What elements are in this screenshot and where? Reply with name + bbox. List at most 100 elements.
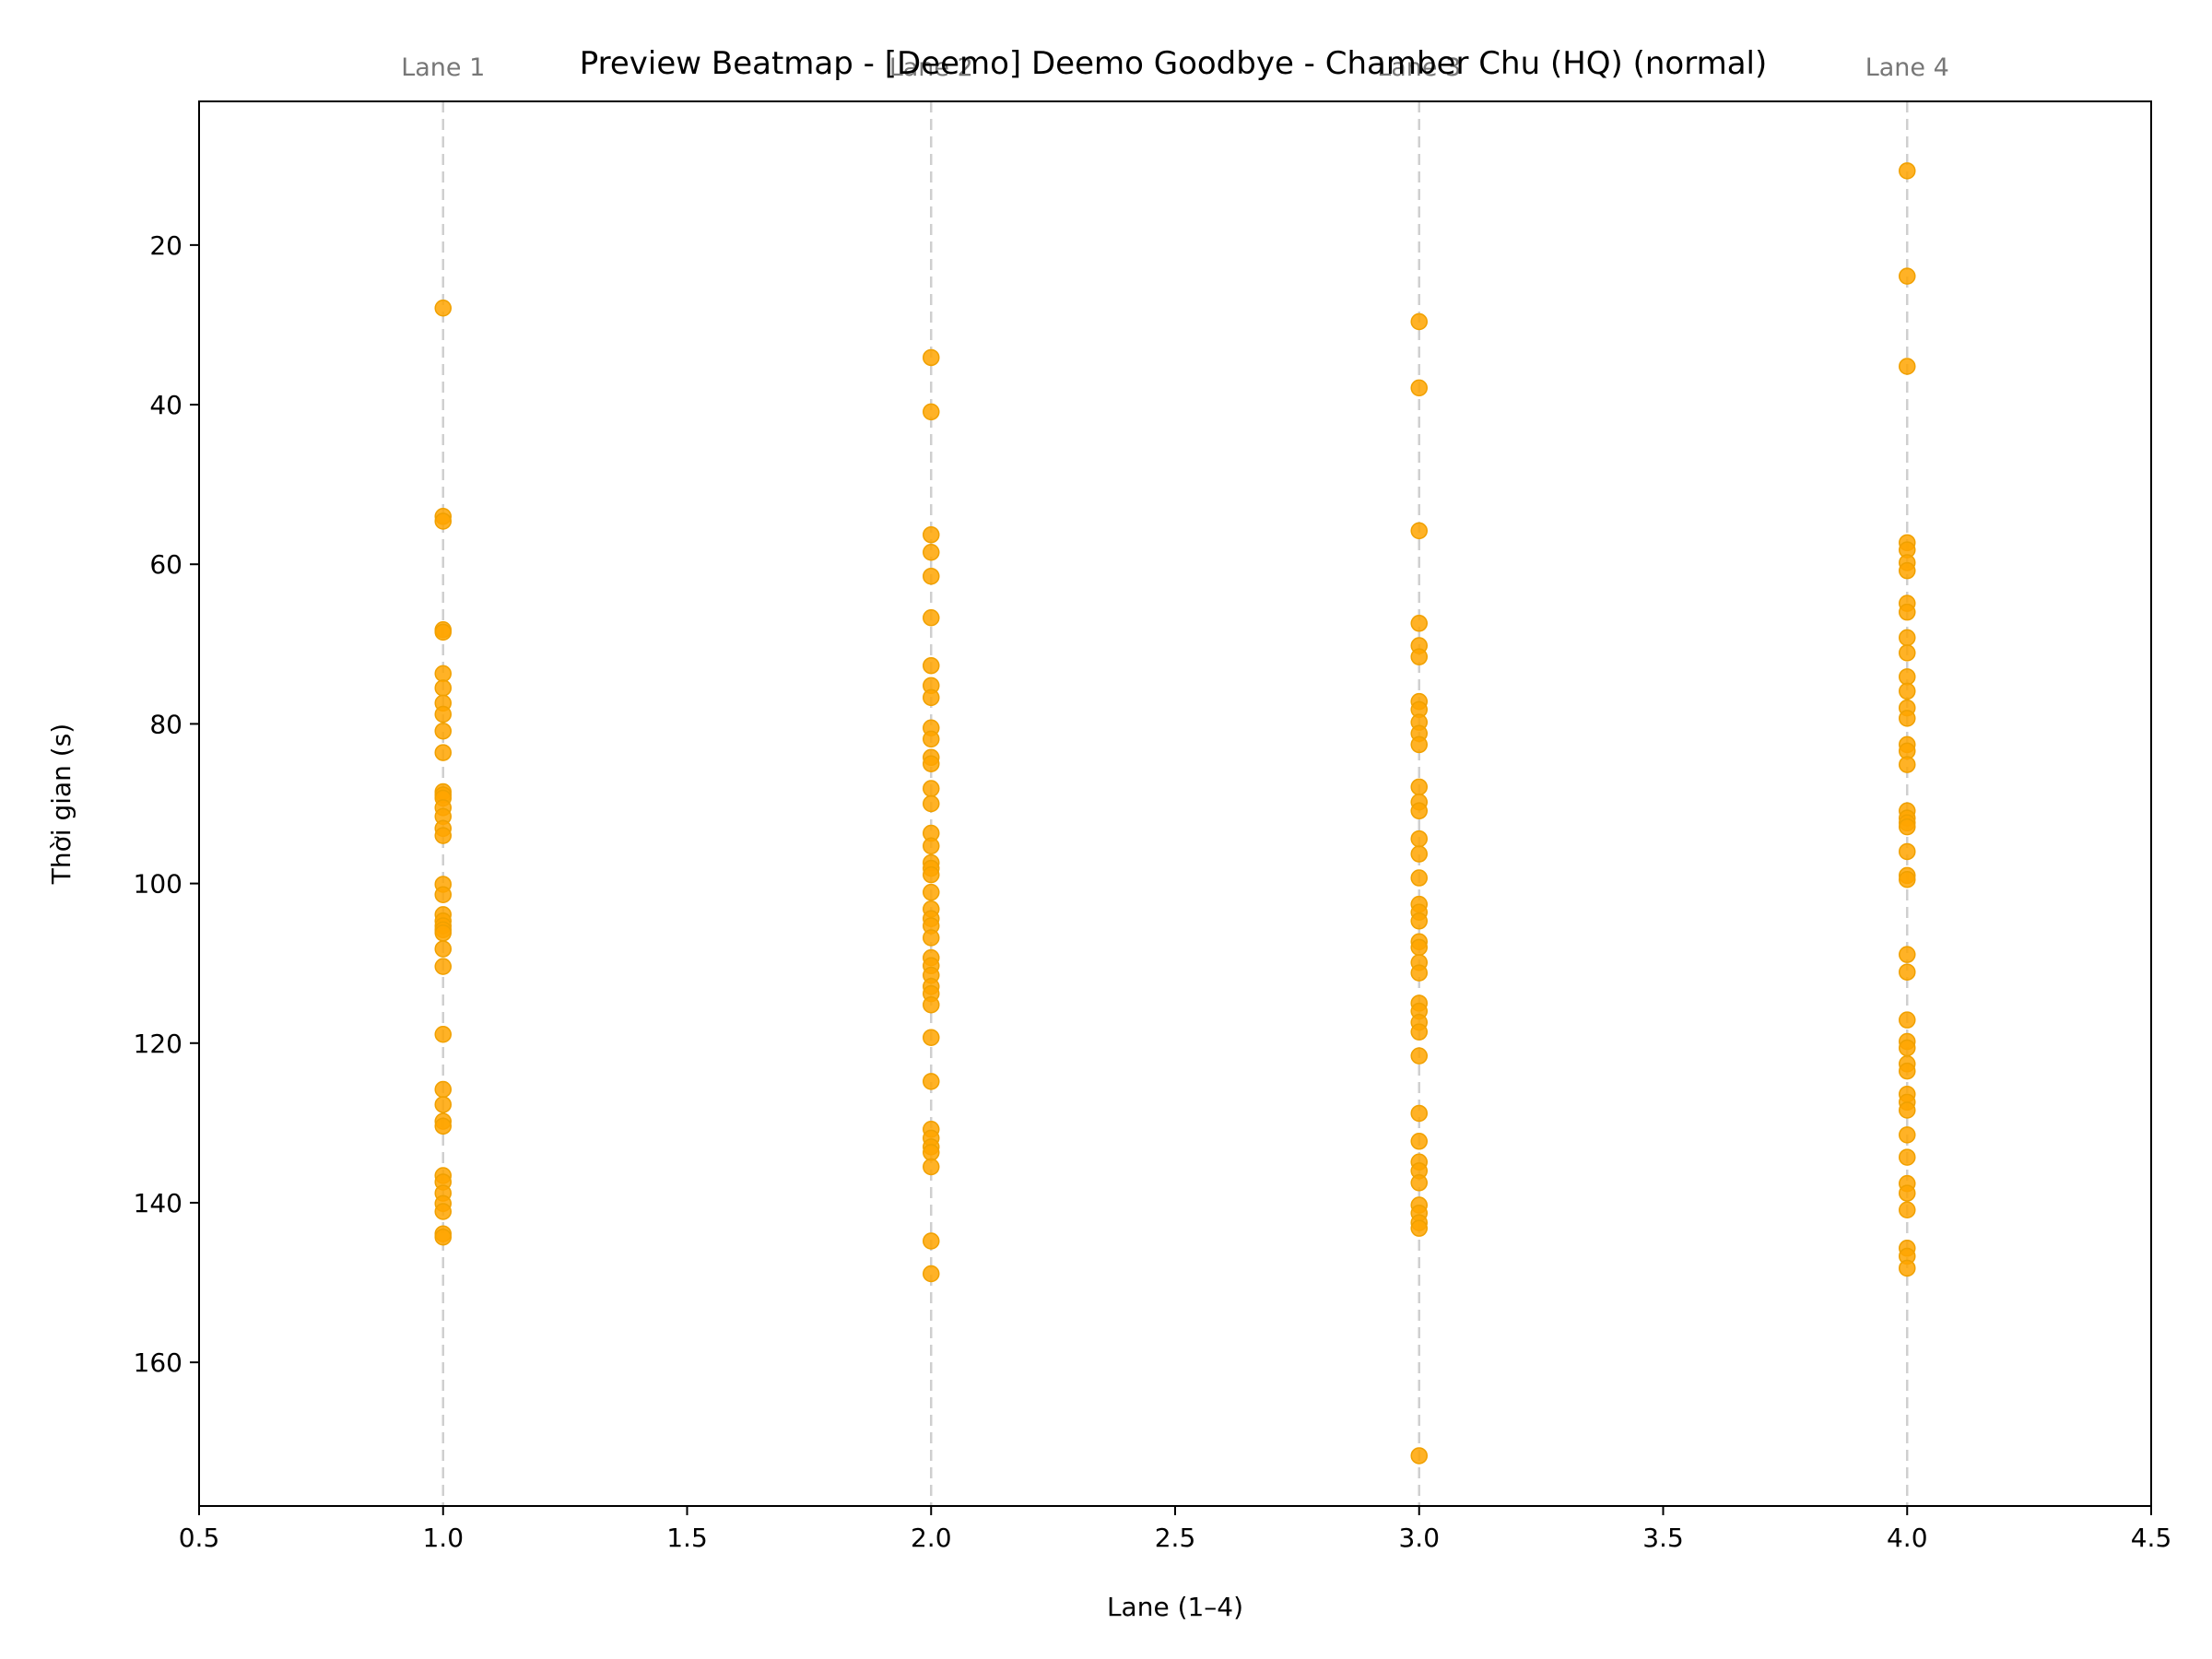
note-point (923, 730, 940, 748)
note-point (1899, 946, 1916, 963)
note-point (1899, 629, 1916, 647)
note-point (923, 1232, 940, 1250)
note-point (923, 794, 940, 813)
x-axis-ticks: 0.5 1.0 1.5 2.0 2.5 3.0 3.5 4.0 4.5 (179, 1506, 2172, 1553)
note-point (1410, 615, 1428, 632)
note-point (434, 705, 452, 724)
note-point (434, 1096, 452, 1113)
note-point (923, 995, 940, 1014)
note-point (923, 780, 940, 797)
note-point (1899, 603, 1916, 621)
note-point (1899, 710, 1916, 727)
note-points (434, 162, 1916, 1465)
note-point (1410, 964, 1428, 982)
note-point (1410, 735, 1428, 754)
note-point (1410, 802, 1428, 820)
note-point (923, 865, 940, 884)
note-point (923, 1029, 940, 1046)
x-tick-label: 2.5 (1155, 1523, 1196, 1553)
note-point (434, 679, 452, 697)
note-point (923, 837, 940, 855)
note-point (434, 1203, 452, 1220)
note-point (1410, 648, 1428, 665)
note-point (1899, 1148, 1916, 1166)
note-point (1410, 830, 1428, 848)
lane-labels: Lane 1 Lane 2 Lane 3 Lane 4 (401, 53, 1949, 82)
note-point (1899, 1201, 1916, 1218)
y-tick-label: 60 (149, 549, 182, 580)
lane-label: Lane 2 (889, 53, 973, 82)
note-point (923, 1265, 940, 1283)
note-point (434, 300, 452, 317)
note-point (1410, 1447, 1428, 1465)
x-tick-label: 0.5 (179, 1523, 220, 1553)
note-point (923, 688, 940, 707)
note-point (1410, 1104, 1428, 1123)
note-point (434, 940, 452, 958)
note-point (1899, 1039, 1916, 1057)
note-point (1410, 845, 1428, 863)
lane-label: Lane 4 (1865, 53, 1949, 82)
note-point (1899, 1126, 1916, 1144)
note-point (923, 883, 940, 901)
x-axis-label: Lane (1–4) (1107, 1592, 1243, 1622)
y-tick-label: 20 (149, 230, 182, 261)
note-point (1899, 668, 1916, 686)
note-point (434, 1025, 452, 1043)
y-tick-label: 40 (149, 390, 182, 420)
note-point (1899, 267, 1916, 285)
lane-label: Lane 1 (401, 53, 485, 82)
x-tick-label: 4.5 (2131, 1523, 2172, 1553)
y-tick-label: 120 (134, 1029, 182, 1059)
note-point (923, 608, 940, 627)
note-point (1410, 312, 1428, 331)
note-point (1410, 1133, 1428, 1150)
note-point (1899, 871, 1916, 888)
note-point (434, 924, 452, 942)
note-point (1899, 756, 1916, 773)
note-point (923, 1158, 940, 1176)
note-point (1899, 842, 1916, 861)
note-point (1410, 912, 1428, 930)
plot-frame (198, 100, 2152, 1507)
note-point (923, 403, 940, 421)
note-point (1410, 1023, 1428, 1041)
y-tick-label: 140 (134, 1188, 182, 1218)
note-point (434, 1080, 452, 1099)
note-point (923, 929, 940, 947)
note-point (923, 656, 940, 675)
note-point (434, 1228, 452, 1246)
x-tick-label: 3.5 (1642, 1523, 1684, 1553)
note-point (1410, 938, 1428, 957)
lane-guide-lines (441, 101, 1909, 1506)
note-point (434, 827, 452, 844)
note-point (434, 665, 452, 683)
x-tick-label: 4.0 (1887, 1523, 1928, 1553)
note-point (1899, 1184, 1916, 1202)
note-point (1899, 818, 1916, 836)
note-point (1410, 379, 1428, 397)
note-point (923, 543, 940, 561)
note-point (1410, 1047, 1428, 1065)
note-point (1899, 1062, 1916, 1080)
note-point (1410, 522, 1428, 540)
note-point (923, 525, 940, 544)
note-point (1899, 1011, 1916, 1029)
note-point (434, 1117, 452, 1135)
note-point (923, 567, 940, 585)
note-point (1899, 963, 1916, 981)
note-point (1410, 869, 1428, 887)
y-axis-ticks: 20 40 60 80 100 120 140 160 (134, 230, 199, 1378)
note-point (923, 1073, 940, 1090)
y-tick-label: 160 (134, 1347, 182, 1378)
chart-title: Preview Beatmap - [Deemo] Deemo Goodbye … (580, 45, 1768, 82)
y-tick-label: 80 (149, 709, 182, 739)
note-point (1899, 644, 1916, 662)
note-point (1899, 162, 1916, 180)
note-point (1899, 1101, 1916, 1119)
note-point (1410, 778, 1428, 796)
x-tick-label: 1.0 (422, 1523, 464, 1553)
lane-label: Lane 3 (1377, 53, 1461, 82)
y-tick-label: 100 (134, 869, 182, 900)
